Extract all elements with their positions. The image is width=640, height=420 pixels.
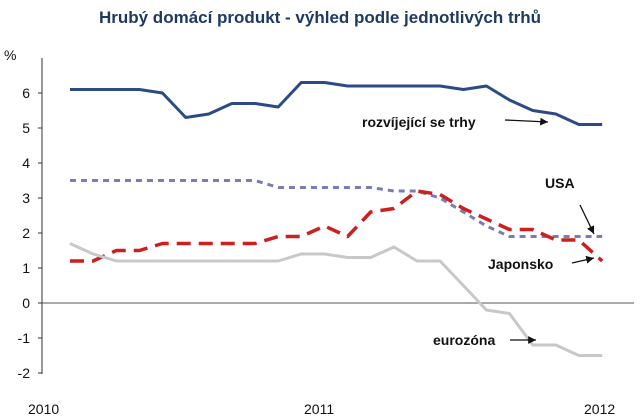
series-line-japonsko [70,189,604,263]
series-line-rozvijejici-se-trhy [70,81,603,126]
y-tick-label: 6 [22,85,30,101]
y-tick-label: 4 [22,155,30,171]
annotation-arrow-usa [579,204,595,235]
x-tick-label: 2012 [584,401,615,417]
chart-title: Hrubý domácí produkt - výhled podle jedn… [98,8,542,27]
annotation-arrow-rozvijejici-se-trhy [504,117,549,126]
annotation-label-usa: USA [545,175,575,191]
y-tick-label: 3 [22,190,30,206]
annotation-label-japonsko: Japonsko [488,256,553,272]
y-tick-label: 5 [22,120,30,136]
x-tick-label: 2011 [304,401,334,417]
annotation-arrow-japonsko [571,255,595,264]
annotation-label-rozvijejici-se-trhy: rozvíjející se trhy [362,114,476,130]
annotation-label-eurozona: eurozóna [433,332,495,348]
y-tick-label: 2 [22,225,30,241]
y-tick-label: 1 [22,260,30,276]
x-tick-label: 2010 [28,401,59,417]
series-line-usa [70,179,603,238]
series-line-eurozona [69,242,603,357]
y-tick-label: -1 [18,330,31,346]
y-tick-label: 0 [22,295,30,311]
y-tick-label: -2 [18,365,31,381]
y-axis-unit-label: % [4,47,16,63]
